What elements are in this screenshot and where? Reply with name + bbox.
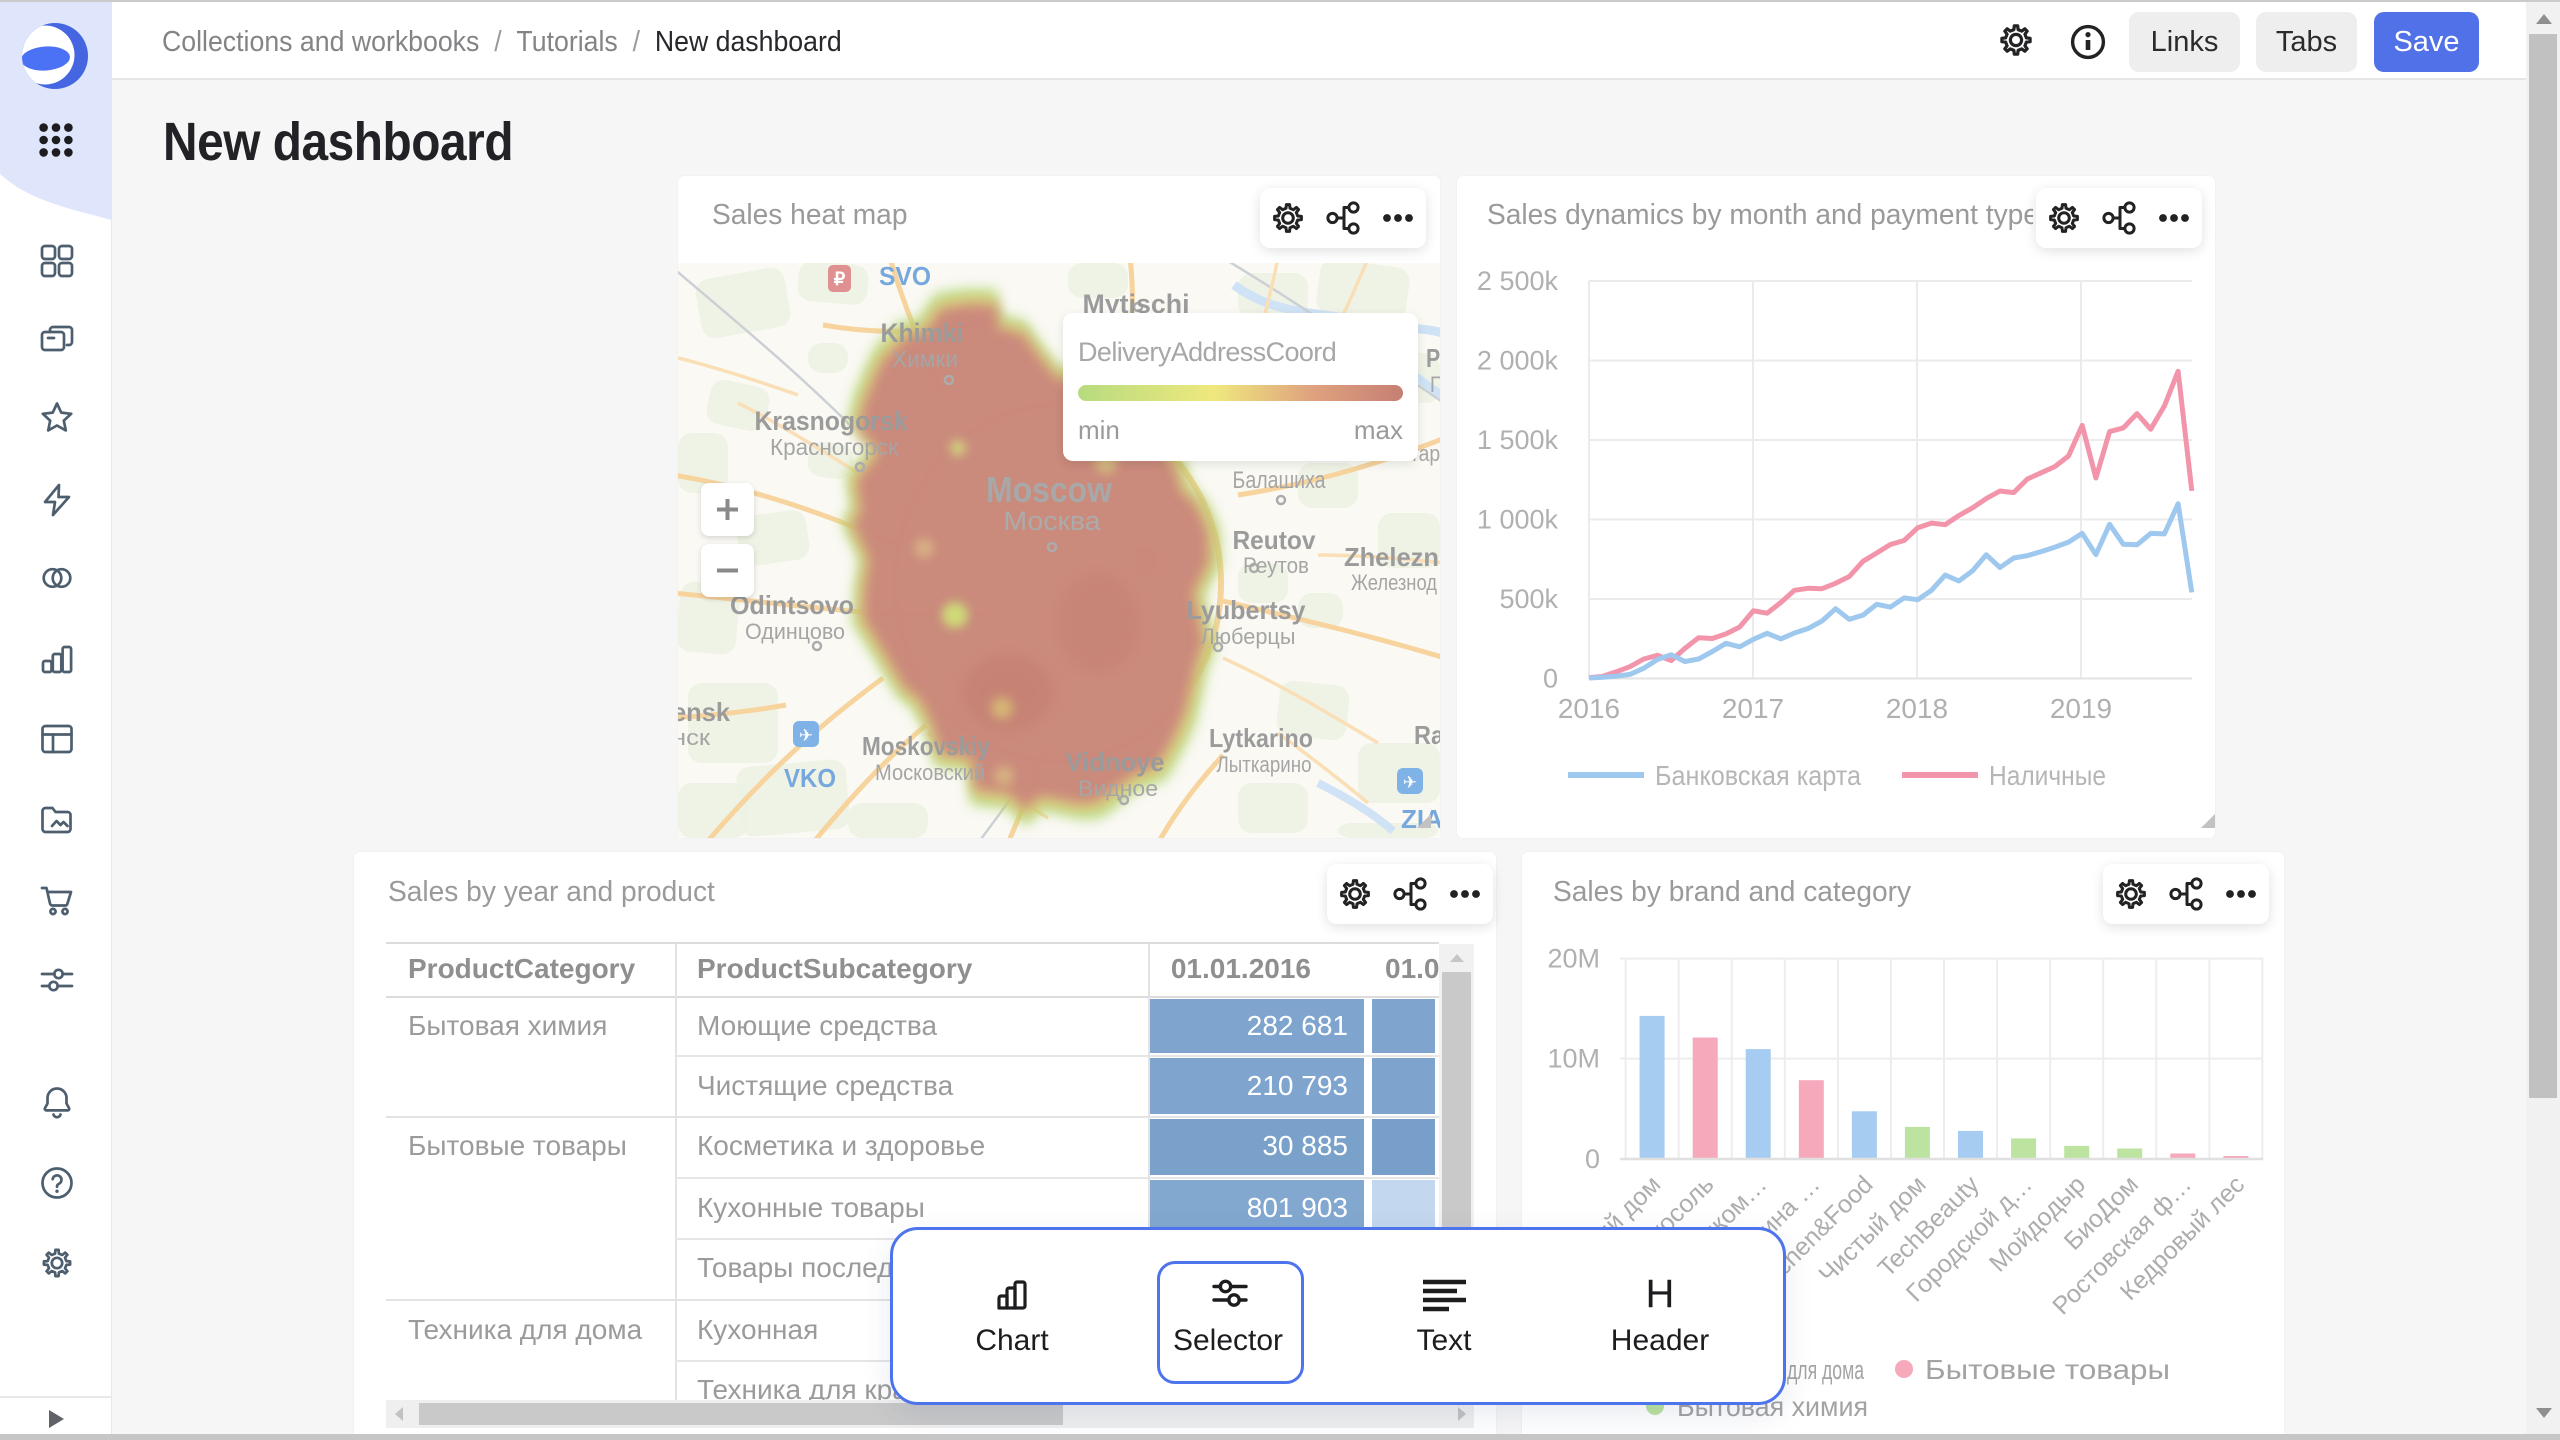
svg-text:Балашиха: Балашиха (1233, 467, 1327, 494)
svg-text:500k: 500k (1499, 584, 1558, 614)
svg-text:Красногорск: Красногорск (770, 434, 899, 460)
svg-text:0: 0 (1543, 664, 1558, 694)
svg-text:Пе: Пе (1430, 372, 1440, 397)
svg-text:✈: ✈ (799, 726, 813, 745)
svg-text:Moskovskiy: Moskovskiy (862, 731, 990, 761)
svg-text:10M: 10M (1547, 1044, 1600, 1074)
svg-text:VKO: VKO (784, 763, 836, 793)
svg-text:Одинцово: Одинцово (745, 619, 845, 644)
svg-text:0: 0 (1585, 1144, 1600, 1174)
svg-text:2017: 2017 (1722, 693, 1784, 724)
svg-text:SVO: SVO (879, 263, 931, 291)
svg-text:Банковская карта: Банковская карта (1655, 760, 1861, 791)
svg-text:Москва: Москва (1004, 506, 1102, 536)
svg-text:Лыткарино: Лыткарино (1217, 752, 1312, 777)
svg-text:Московский: Московский (875, 760, 985, 785)
svg-text:Zhelezn: Zhelezn (1344, 542, 1439, 572)
svg-text:2016: 2016 (1558, 693, 1620, 724)
svg-text:Реутов: Реутов (1243, 553, 1309, 578)
svg-text:2 500k: 2 500k (1477, 266, 1559, 296)
svg-text:ZIA: ZIA (1401, 804, 1440, 834)
svg-text:2 000k: 2 000k (1477, 346, 1559, 376)
svg-text:₽: ₽ (834, 269, 846, 289)
svg-text:Наличные: Наличные (1989, 760, 2106, 791)
svg-text:20M: 20M (1547, 944, 1600, 974)
svg-text:Химки: Химки (892, 346, 958, 372)
svg-text:Бытовые товары: Бытовые товары (1925, 1354, 2170, 1385)
svg-text:Lyubertsy: Lyubertsy (1187, 595, 1307, 625)
svg-text:ensk: ensk (678, 697, 731, 727)
svg-text:2018: 2018 (1886, 693, 1948, 724)
svg-text:Reutov: Reutov (1233, 525, 1317, 555)
svg-text:2019: 2019 (2050, 693, 2112, 724)
svg-text:Khimki: Khimki (881, 318, 964, 348)
svg-text:для дома: для дома (1787, 1355, 1865, 1385)
svg-text:✈: ✈ (1403, 773, 1417, 792)
svg-text:Lytkarino: Lytkarino (1209, 723, 1313, 753)
svg-text:Pe: Pe (1426, 343, 1440, 373)
svg-text:Ra: Ra (1414, 720, 1440, 750)
svg-text:Vidnoye: Vidnoye (1066, 747, 1165, 777)
svg-text:Krasnogorsk: Krasnogorsk (755, 406, 909, 436)
svg-text:Moscow: Moscow (986, 469, 1113, 510)
svg-text:Видное: Видное (1078, 776, 1158, 801)
svg-text:нск: нск (678, 725, 710, 750)
svg-text:Люберцы: Люберцы (1201, 624, 1296, 649)
svg-text:1 000k: 1 000k (1477, 505, 1559, 535)
svg-text:Железнод: Железнод (1351, 570, 1437, 595)
svg-text:1 500k: 1 500k (1477, 425, 1559, 455)
